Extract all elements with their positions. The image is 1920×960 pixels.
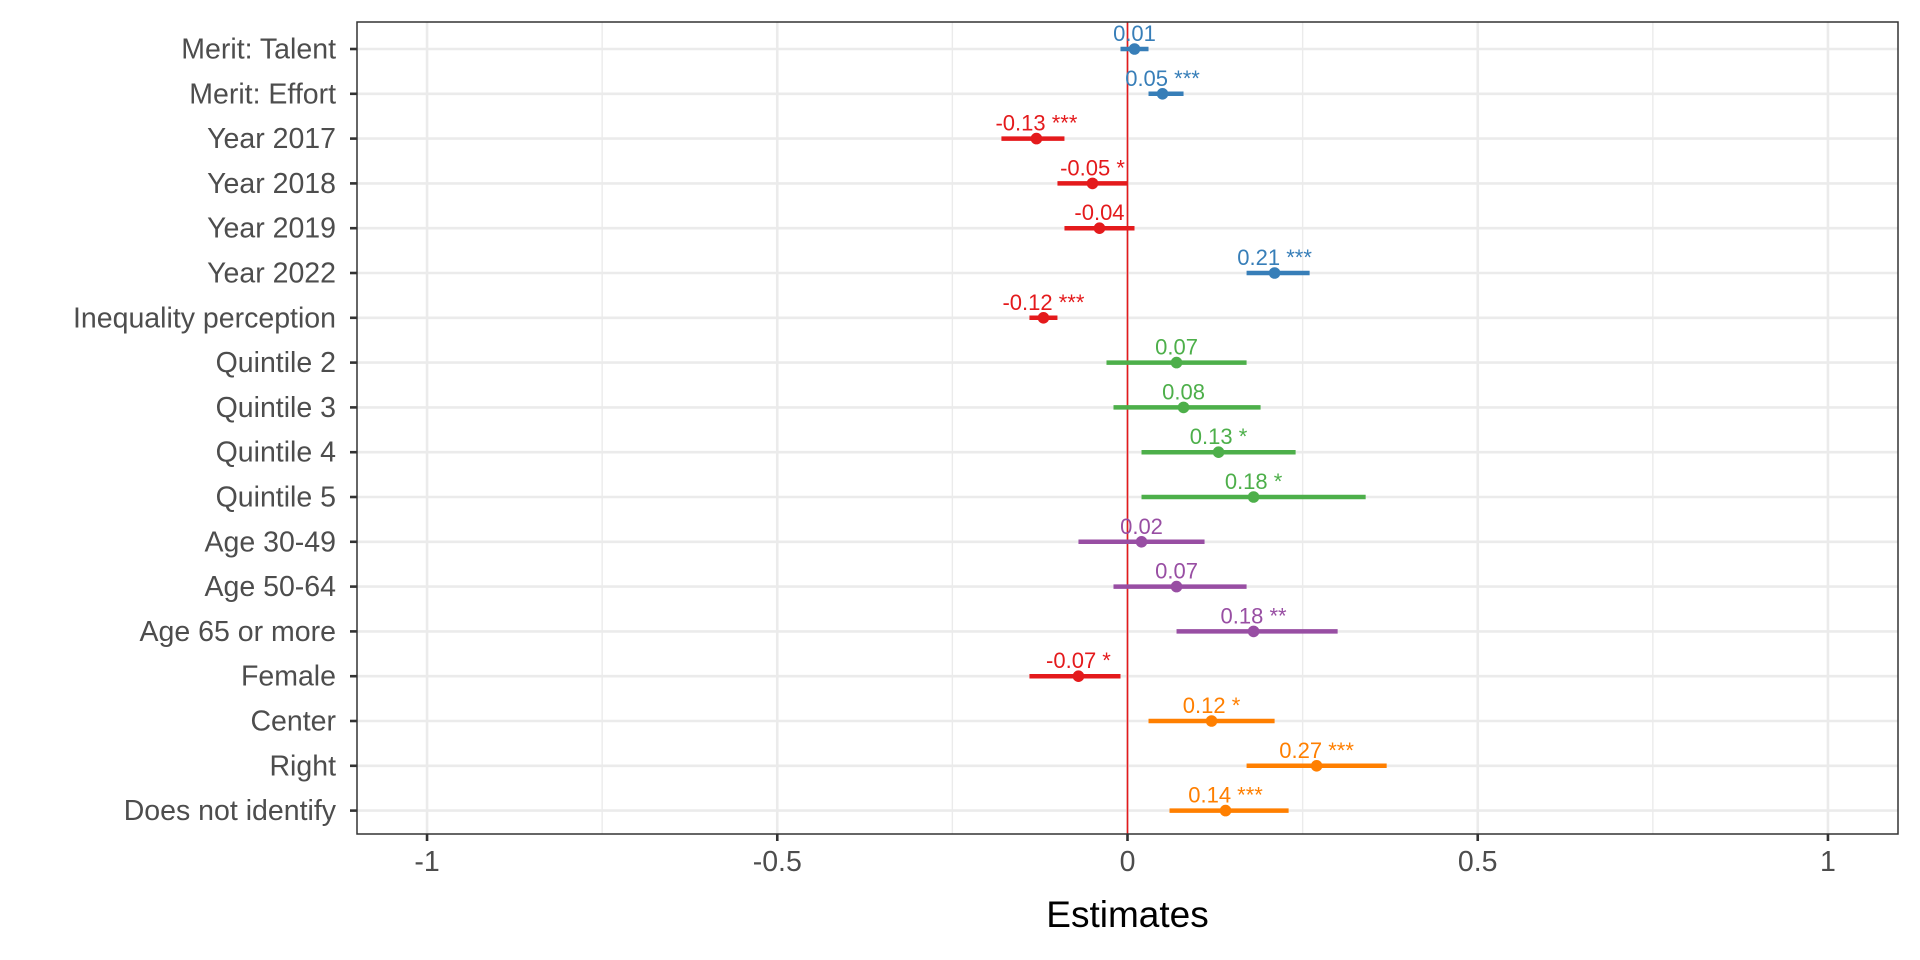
- x-tick-label: -1: [414, 846, 439, 878]
- estimate-label: 0.18 **: [1221, 603, 1287, 628]
- estimate-label: 0.01: [1113, 21, 1156, 46]
- y-tick-label: Quintile 4: [216, 437, 337, 469]
- x-tick-label: 0: [1120, 846, 1136, 878]
- y-tick-label: Year 2019: [207, 213, 336, 245]
- estimate-point: [1212, 446, 1225, 459]
- y-tick-label: Female: [241, 661, 336, 693]
- estimate-label: 0.07: [1155, 559, 1198, 584]
- estimate-label: 0.08: [1162, 379, 1205, 404]
- estimate-label: -0.13 ***: [995, 111, 1077, 136]
- estimate-point: [1030, 132, 1043, 145]
- x-tick-label: 1: [1820, 846, 1836, 878]
- y-tick-label: Age 50-64: [204, 571, 336, 603]
- x-axis-title: Estimates: [1046, 894, 1208, 935]
- estimate-label: 0.02: [1120, 514, 1163, 539]
- estimate-label: 0.21 ***: [1237, 245, 1312, 270]
- estimate-point: [1086, 177, 1099, 190]
- y-tick-label: Center: [250, 706, 336, 738]
- y-tick-label: Year 2022: [207, 258, 336, 290]
- estimate-point: [1170, 356, 1183, 369]
- estimate-point: [1247, 625, 1260, 638]
- estimate-point: [1037, 312, 1050, 324]
- y-tick-label: Quintile 5: [216, 482, 336, 514]
- y-tick-label: Age 30-49: [204, 526, 336, 558]
- estimate-point: [1247, 491, 1260, 503]
- y-tick-label: Year 2018: [207, 168, 336, 200]
- y-tick-label: Does not identify: [124, 795, 337, 827]
- x-axis: -1 -0.5 0 0.5 1: [414, 834, 1836, 878]
- estimate-label: -0.12 ***: [1002, 290, 1084, 315]
- estimate-label: 0.18 *: [1225, 469, 1283, 494]
- estimate-point: [1170, 580, 1183, 593]
- estimate-marks: 0.01 0.05 *** -0.13 *** -0.05 * -0.04 0.21 **…: [995, 21, 1387, 817]
- estimate-label: 0.12 *: [1183, 693, 1241, 718]
- y-axis: Merit: Talent Merit: Effort Year 2017 Year …: [73, 34, 357, 827]
- estimate-point: [1135, 536, 1148, 548]
- x-tick-label: -0.5: [753, 846, 802, 878]
- estimate-label: 0.07: [1155, 335, 1198, 360]
- estimate-label: 0.27 ***: [1279, 738, 1354, 763]
- estimate-point: [1093, 222, 1106, 234]
- estimate-point: [1177, 401, 1190, 414]
- estimate-point: [1128, 43, 1141, 55]
- estimate-label: -0.04: [1074, 200, 1124, 225]
- estimate-point: [1156, 88, 1169, 100]
- estimate-label: -0.05 *: [1060, 155, 1125, 180]
- y-tick-label: Right: [269, 750, 336, 782]
- y-tick-label: Merit: Talent: [181, 34, 336, 66]
- estimate-label: -0.07 *: [1046, 648, 1111, 673]
- y-tick-label: Year 2017: [207, 123, 336, 155]
- estimate-point: [1219, 804, 1232, 817]
- estimate-label: 0.14 ***: [1188, 783, 1263, 808]
- y-tick-label: Quintile 2: [216, 347, 336, 379]
- y-tick-label: Age 65 or more: [140, 616, 336, 648]
- y-tick-label: Merit: Effort: [189, 78, 336, 110]
- estimate-label: 0.05 ***: [1125, 66, 1200, 91]
- estimate-point: [1310, 760, 1323, 772]
- estimate-point: [1205, 715, 1218, 727]
- estimate-label: 0.13 *: [1190, 424, 1248, 449]
- x-tick-label: 0.5: [1458, 846, 1498, 878]
- estimate-point: [1072, 670, 1085, 682]
- y-tick-label: Inequality perception: [73, 302, 336, 334]
- estimate-point: [1268, 267, 1281, 279]
- y-tick-label: Quintile 3: [216, 392, 336, 424]
